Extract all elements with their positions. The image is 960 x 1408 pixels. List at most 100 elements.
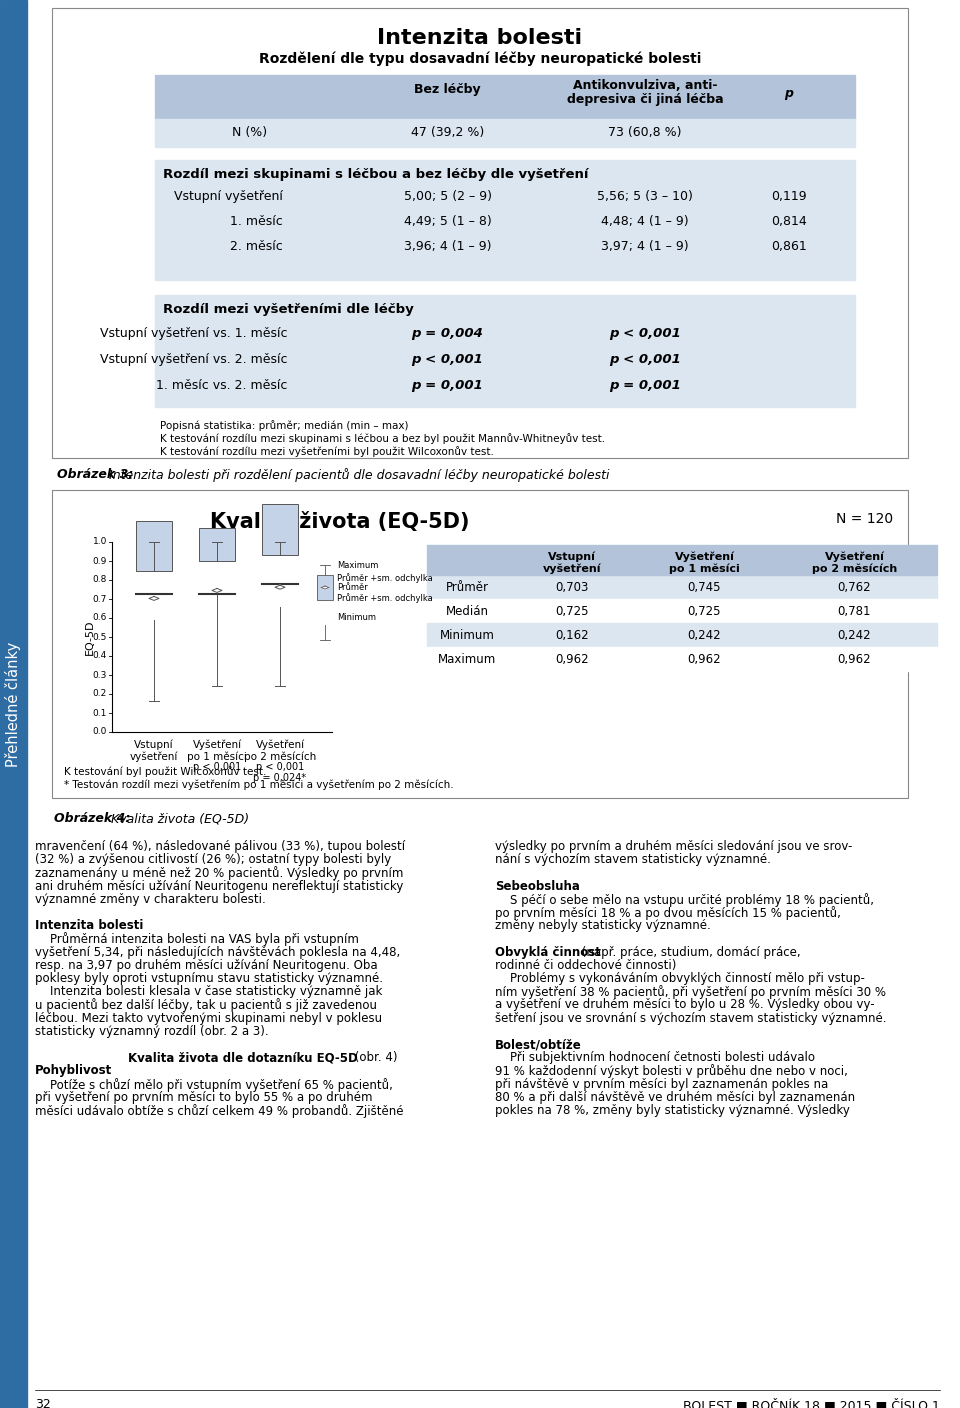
Text: Rozdělení dle typu dosavadní léčby neuropatické bolesti: Rozdělení dle typu dosavadní léčby neuro… [259, 52, 701, 66]
Text: p = 0,001: p = 0,001 [609, 379, 681, 391]
Text: šetření jsou ve srovnání s výchozím stavem statisticky významné.: šetření jsou ve srovnání s výchozím stav… [495, 1011, 886, 1025]
Bar [155, 296, 855, 407]
Bar [427, 545, 937, 574]
Text: po 2 měsících: po 2 měsících [812, 563, 898, 573]
Text: (32 %) a zvýšenou citlivostí (26 %); ostatní typy bolesti byly: (32 %) a zvýšenou citlivostí (26 %); ost… [35, 853, 392, 866]
Text: Průměr +sm. odchylka: Průměr +sm. odchylka [337, 593, 433, 603]
Text: 0.4: 0.4 [93, 652, 107, 660]
Text: K testování rozdílu mezi skupinami s léčbou a bez byl použit Mannův-Whitneyův te: K testování rozdílu mezi skupinami s léč… [160, 434, 605, 444]
Text: Problémy s vykonáváním obvyklých činností mělo při vstup-: Problémy s vykonáváním obvyklých činnost… [495, 972, 865, 986]
Text: Intenzita bolesti klesala v čase statisticky významně jak: Intenzita bolesti klesala v čase statist… [35, 986, 382, 998]
Text: p = 0,004: p = 0,004 [412, 327, 484, 339]
Text: 0.6: 0.6 [92, 614, 107, 622]
Text: pokles na 78 %, změny byly statisticky významné. Výsledky: pokles na 78 %, změny byly statisticky v… [495, 1104, 850, 1117]
Bar [427, 574, 937, 598]
Text: 1.0: 1.0 [92, 538, 107, 546]
Text: Vyšetření: Vyšetření [675, 551, 734, 562]
Text: Obrázek 4:: Obrázek 4: [54, 812, 131, 825]
Bar [52, 490, 908, 798]
Text: 0,861: 0,861 [771, 239, 806, 253]
Text: 47 (39,2 %): 47 (39,2 %) [411, 125, 484, 139]
Text: 0.9: 0.9 [92, 556, 107, 566]
Text: 0,962: 0,962 [838, 653, 872, 666]
Text: ním vyšetření 38 % pacientů, při vyšetření po prvním měsíci 30 %: ním vyšetření 38 % pacientů, při vyšetře… [495, 986, 886, 1000]
Text: 73 (60,8 %): 73 (60,8 %) [609, 125, 682, 139]
Text: 0,962: 0,962 [555, 653, 588, 666]
Text: Obrázek 3:: Obrázek 3: [57, 467, 133, 482]
Text: Při subjektivním hodnocení četnosti bolesti udávalo: Při subjektivním hodnocení četnosti bole… [495, 1052, 815, 1064]
Text: Průměr: Průměr [445, 582, 489, 594]
Text: p = 0,001: p = 0,001 [412, 379, 484, 391]
Text: poklesy byly oproti vstupnímu stavu statisticky významné.: poklesy byly oproti vstupnímu stavu stat… [35, 972, 383, 986]
Text: Rozdíl mezi skupinami s léčbou a bez léčby dle vyšetření: Rozdíl mezi skupinami s léčbou a bez léč… [163, 168, 588, 182]
Text: 0,962: 0,962 [687, 653, 721, 666]
Text: Vyšetření: Vyšetření [825, 551, 884, 562]
Text: Potíže s chůzí mělo při vstupním vyšetření 65 % pacientů,: Potíže s chůzí mělo při vstupním vyšetře… [35, 1077, 393, 1091]
Text: (např. práce, studium, domácí práce,: (např. práce, studium, domácí práce, [578, 946, 800, 959]
Text: 1. měsíc: 1. měsíc [229, 215, 282, 228]
Text: Pohyblivost: Pohyblivost [35, 1064, 112, 1077]
Text: Maximum: Maximum [337, 562, 378, 570]
Text: ani druhém měsíci užívání Neuritogenu nereflektují statisticky: ani druhém měsíci užívání Neuritogenu ne… [35, 880, 403, 893]
Text: 5,56; 5 (3 – 10): 5,56; 5 (3 – 10) [597, 190, 693, 203]
Text: 0.8: 0.8 [92, 576, 107, 584]
Text: výsledky po prvním a druhém měsíci sledování jsou ve srov-: výsledky po prvním a druhém měsíci sledo… [495, 841, 852, 853]
Text: po prvním měsíci 18 % a po dvou měsících 15 % pacientů,: po prvním měsíci 18 % a po dvou měsících… [495, 905, 841, 919]
Text: depresiva či jiná léčba: depresiva či jiná léčba [566, 93, 723, 106]
Text: 0,781: 0,781 [838, 605, 872, 618]
Text: po 1 měsíci: po 1 měsíci [669, 563, 740, 573]
Text: 3,96; 4 (1 – 9): 3,96; 4 (1 – 9) [404, 239, 492, 253]
Text: 0,242: 0,242 [838, 629, 872, 642]
Text: Intenzita bolesti: Intenzita bolesti [377, 28, 583, 48]
Bar [262, 504, 298, 555]
Text: 4,49; 5 (1 – 8): 4,49; 5 (1 – 8) [403, 215, 492, 228]
Text: při vyšetření po prvním měsíci to bylo 55 % a po druhém: při vyšetření po prvním měsíci to bylo 5… [35, 1091, 372, 1104]
Text: Antikonvulziva, anti-: Antikonvulziva, anti- [573, 79, 717, 92]
Text: Rozdíl mezi vyšetřeními dle léčby: Rozdíl mezi vyšetřeními dle léčby [163, 303, 414, 315]
Text: významné změny v charakteru bolesti.: významné změny v charakteru bolesti. [35, 893, 266, 905]
Text: 2. měsíc: 2. měsíc [229, 239, 282, 253]
Text: vyšetření: vyšetření [130, 750, 179, 762]
Text: měsíci udávalo obtíže s chůzí celkem 49 % probandů. Zjištěné: měsíci udávalo obtíže s chůzí celkem 49 … [35, 1104, 403, 1118]
Bar [155, 75, 855, 120]
Text: Vstupní: Vstupní [134, 741, 174, 750]
Text: N (%): N (%) [232, 125, 268, 139]
Text: 5,00; 5 (2 – 9): 5,00; 5 (2 – 9) [403, 190, 492, 203]
Text: Bolest/obtíže: Bolest/obtíže [495, 1038, 582, 1050]
Text: nání s výchozím stavem statisticky významné.: nání s výchozím stavem statisticky význa… [495, 853, 771, 866]
Text: Sebeobsluha: Sebeobsluha [495, 880, 580, 893]
Text: po 2 měsících: po 2 měsících [244, 750, 316, 762]
Text: u pacientů bez další léčby, tak u pacientů s již zavedenou: u pacientů bez další léčby, tak u pacien… [35, 998, 377, 1012]
Text: po 1 měsíci: po 1 měsíci [187, 750, 247, 762]
Text: 0,703: 0,703 [555, 582, 588, 594]
Text: 32: 32 [35, 1398, 51, 1408]
Text: resp. na 3,97 po druhém měsíci užívání Neuritogenu. Oba: resp. na 3,97 po druhém měsíci užívání N… [35, 959, 377, 972]
Text: léčbou. Mezi takto vytvořenými skupinami nebyl v poklesu: léčbou. Mezi takto vytvořenými skupinami… [35, 1011, 382, 1025]
Bar [199, 528, 235, 560]
Text: BOLEST ■ ROČNÍK 18 ■ 2015 ■ ČÍSLO 1: BOLEST ■ ROČNÍK 18 ■ 2015 ■ ČÍSLO 1 [684, 1398, 940, 1408]
Text: p: p [784, 87, 794, 100]
Text: Vstupní vyšetření vs. 1. měsíc: Vstupní vyšetření vs. 1. měsíc [100, 327, 287, 339]
Text: Minimum: Minimum [337, 614, 376, 622]
Text: p < 0,001: p < 0,001 [256, 762, 304, 772]
Text: Maximum: Maximum [438, 653, 496, 666]
Text: vyšetření 5,34, při následujících návštěvách poklesla na 4,48,: vyšetření 5,34, při následujících návště… [35, 946, 400, 959]
Text: 0,762: 0,762 [838, 582, 872, 594]
Text: 0,725: 0,725 [687, 605, 721, 618]
Text: p < 0,001: p < 0,001 [193, 762, 241, 772]
Text: p < 0,001: p < 0,001 [609, 353, 681, 366]
Text: 0,745: 0,745 [687, 582, 721, 594]
Text: rodinné či oddechové činnosti): rodinné či oddechové činnosti) [495, 959, 677, 972]
Text: p = 0,024*: p = 0,024* [253, 773, 306, 783]
Text: Bez léčby: Bez léčby [414, 83, 481, 96]
Text: zaznamenány u méně než 20 % pacientů. Výsledky po prvním: zaznamenány u méně než 20 % pacientů. Vý… [35, 866, 403, 880]
Polygon shape [149, 597, 159, 600]
Text: 0,242: 0,242 [687, 629, 721, 642]
Text: K testování byl použit Wilcoxonův test.: K testování byl použit Wilcoxonův test. [64, 766, 266, 777]
Bar [155, 161, 855, 280]
Text: 1. měsíc vs. 2. měsíc: 1. měsíc vs. 2. měsíc [156, 379, 287, 391]
Text: Průměr: Průměr [337, 583, 368, 593]
Text: 0.2: 0.2 [93, 690, 107, 698]
Text: 80 % a při další návštěvě ve druhém měsíci byl zaznamenán: 80 % a při další návštěvě ve druhém měsí… [495, 1091, 855, 1104]
Bar [0, 0, 27, 1408]
